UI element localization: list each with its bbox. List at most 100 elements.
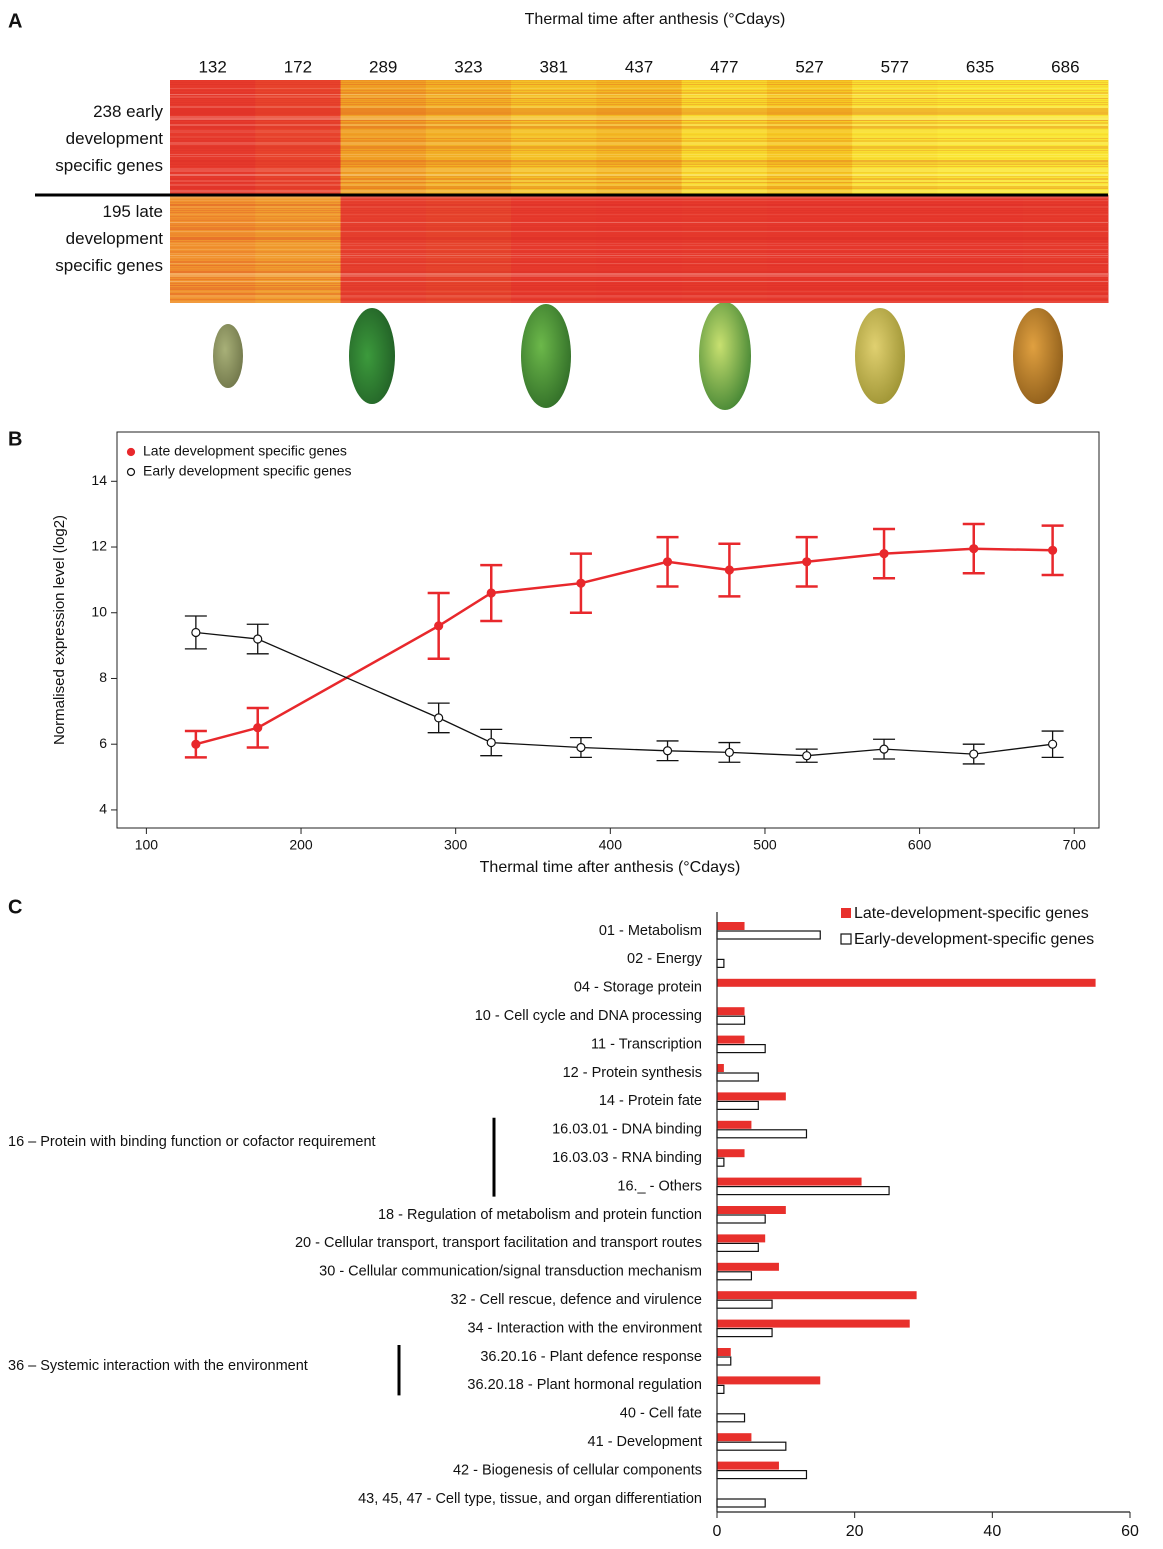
bar [716,1043,766,1054]
bar [716,1185,890,1196]
chart-title: Thermal time after anthesis (°Cdays) [525,11,786,28]
column-label: 132 [198,57,226,76]
y-tick-label: 12 [91,538,107,554]
panel-label: A [8,10,22,32]
bar [716,1498,766,1508]
x-tick-label: 700 [1063,837,1087,853]
column-label: 577 [881,57,909,76]
category-label: 36.20.16 - Plant defence response [480,1349,702,1365]
legend-label: Late-development-specific genes [854,905,1089,922]
x-tick-label: 20 [846,1523,864,1540]
data-point [802,751,812,761]
column-label: 686 [1051,57,1079,76]
y-tick-label: 4 [99,801,107,817]
column-label: 172 [284,57,312,76]
bar [717,1376,821,1385]
grain [699,302,751,410]
data-point [576,742,586,753]
bar [716,1072,759,1082]
row-label: 238 early development specific genes [55,102,163,175]
bar [716,1327,773,1338]
column-label: 635 [966,57,994,76]
category-label: 11 - Transcription [591,1036,702,1052]
bar [717,1092,786,1101]
x-tick-label: 500 [753,837,777,853]
data-point [191,739,201,749]
grain [349,308,395,404]
series-line [195,547,1053,746]
data-point [879,744,889,754]
data-point [969,749,979,759]
bar [717,1206,786,1214]
row-label: 195 late development specific genes [55,202,163,275]
data-point [253,634,263,644]
bar [717,1064,724,1072]
legend-label: Late development specific genes [143,443,347,459]
category-label: 20 - Cellular transport, transport facil… [295,1235,702,1251]
y-tick-label: 6 [99,735,107,751]
legend-marker [841,908,851,918]
category-label: 02 - Energy [627,951,703,967]
column-label: 437 [625,57,653,76]
bar [716,1129,808,1139]
category-label: 14 - Protein fate [599,1093,702,1109]
data-point [486,588,496,598]
legend-marker [840,933,852,945]
bar [717,922,745,930]
data-point [253,723,263,733]
bar [716,1299,773,1309]
bar [716,1271,753,1281]
x-tick-label: 40 [983,1523,1001,1540]
grain-images [213,302,1063,410]
bar [716,958,725,969]
bar [716,1356,732,1366]
bar [716,1469,808,1480]
data-point [879,548,889,559]
category-label: 10 - Cell cycle and DNA processing [475,1008,702,1024]
x-tick-label: 300 [444,837,468,853]
bar [717,1319,910,1328]
data-point [662,557,673,567]
category-label: 16.03.03 - RNA binding [552,1150,702,1166]
y-tick-label: 8 [99,669,107,685]
category-label: 12 - Protein synthesis [563,1065,702,1081]
data-point [486,737,496,748]
bar [717,1149,745,1158]
data-point [434,621,444,631]
data-point [1048,739,1058,749]
group-label: 16 – Protein with binding function or co… [8,1134,376,1150]
x-tick-label: 600 [908,837,932,853]
bar [717,1348,731,1356]
y-tick-label: 14 [91,472,107,488]
bar [717,1291,917,1300]
bar [717,1035,745,1044]
legend-label: Early development specific genes [143,463,352,479]
column-label: 477 [710,57,738,76]
category-label: 18 - Regulation of metabolism and protei… [378,1207,702,1223]
bar [717,978,1096,987]
data-point [191,627,201,638]
bar [717,1433,752,1442]
grain [855,308,905,404]
x-tick-label: 0 [713,1523,722,1540]
data-point [724,747,734,758]
panel-label: C [8,896,22,918]
bar [716,1413,746,1423]
category-label: 04 - Storage protein [574,980,702,996]
x-tick-label: 400 [599,837,623,853]
x-tick-label: 100 [135,837,159,853]
column-label: 289 [369,57,397,76]
bar [716,1242,759,1253]
data-point [434,713,444,723]
x-axis-label: Thermal time after anthesis (°Cdays) [480,859,741,876]
y-tick-label: 10 [91,603,107,619]
x-tick-label: 60 [1121,1523,1139,1540]
column-label: 381 [540,57,568,76]
panel-label: B [8,428,22,450]
column-label: 527 [795,57,823,76]
bar [716,1015,746,1025]
category-label: 43, 45, 47 - Cell type, tissue, and orga… [358,1491,702,1507]
legend-label: Early-development-specific genes [854,931,1094,948]
